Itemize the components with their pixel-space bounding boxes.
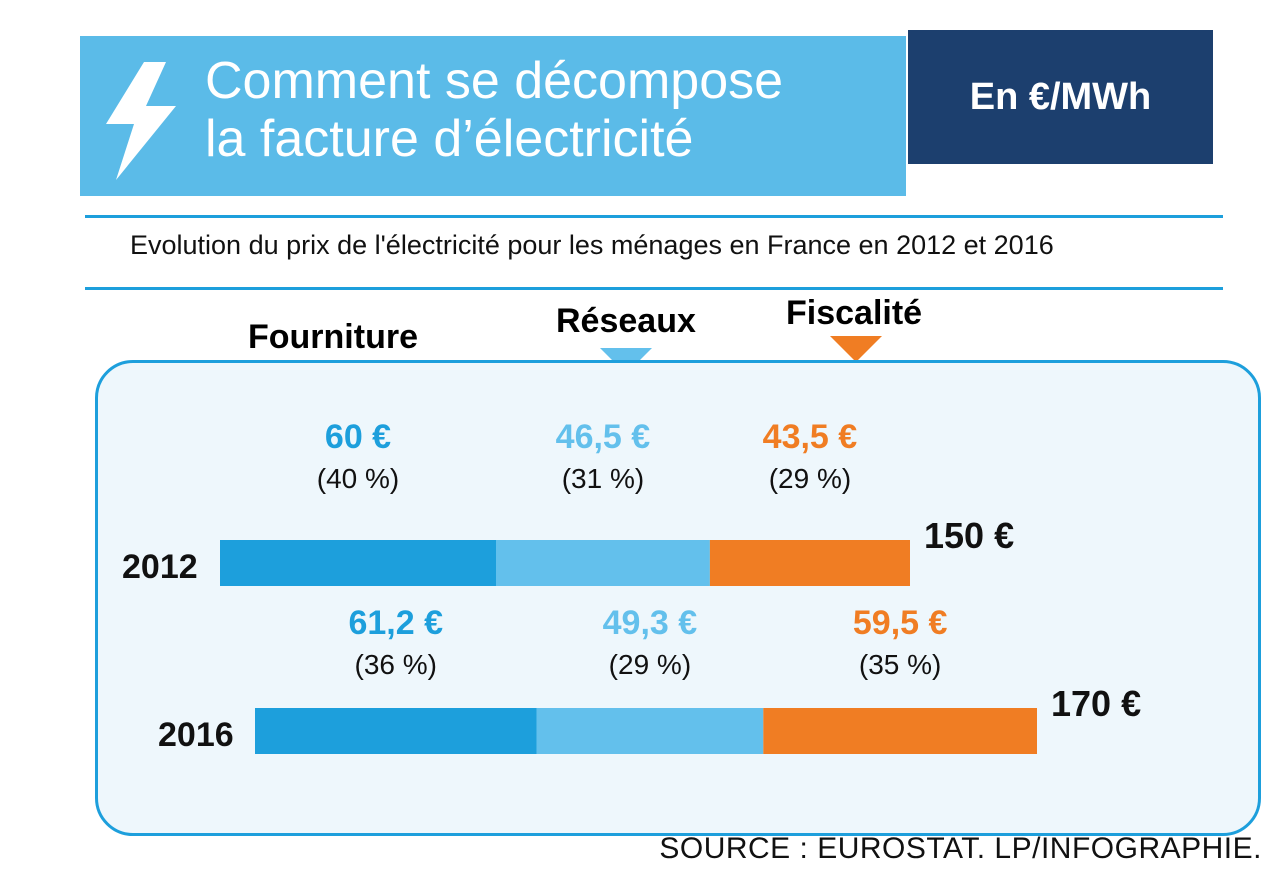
pct-label-2016-0: (36 %) [355,649,437,680]
page-title: Comment se décompose la facture d’électr… [205,52,784,168]
year-label-2016: 2016 [158,716,234,754]
unit-badge: En €/MWh [908,30,1213,164]
bar-segment-2012-1 [496,540,710,586]
chart-subtitle: Evolution du prix de l'électricité pour … [130,230,1054,260]
value-label-2012-1: 46,5 € [556,418,651,456]
legend-label-fiscalite: Fiscalité [786,294,923,332]
divider-bottom [85,287,1223,290]
legend-label-reseaux: Réseaux [556,302,696,340]
bar-segment-2012-0 [220,540,496,586]
year-label-2012: 2012 [122,548,198,586]
total-label-2016: 170 € [1051,683,1141,724]
pct-label-2012-0: (40 %) [317,463,399,494]
pct-label-2012-1: (31 %) [562,463,644,494]
value-label-2016-2: 59,5 € [853,604,948,642]
title-band [80,36,906,196]
value-label-2016-0: 61,2 € [348,604,443,642]
chart-panel [95,360,1261,836]
legend-label-fourniture: Fourniture [248,318,418,356]
bar-segment-2016-2 [763,708,1037,754]
bar-segment-2016-0 [255,708,537,754]
pct-label-2016-1: (29 %) [609,649,691,680]
bar-segment-2012-2 [709,540,910,586]
divider-top [85,215,1223,218]
value-label-2016-1: 49,3 € [603,604,698,642]
pct-label-2012-2: (29 %) [769,463,851,494]
value-label-2012-2: 43,5 € [763,418,858,456]
bar-segment-2016-1 [536,708,764,754]
lightning-bolt-icon [106,62,176,180]
value-label-2012-0: 60 € [325,418,391,456]
total-label-2012: 150 € [924,515,1014,556]
source-credit: SOURCE : EUROSTAT. LP/INFOGRAPHIE. [659,832,1262,865]
legend-arrow-fiscalite [830,336,882,362]
pct-label-2016-2: (35 %) [859,649,941,680]
